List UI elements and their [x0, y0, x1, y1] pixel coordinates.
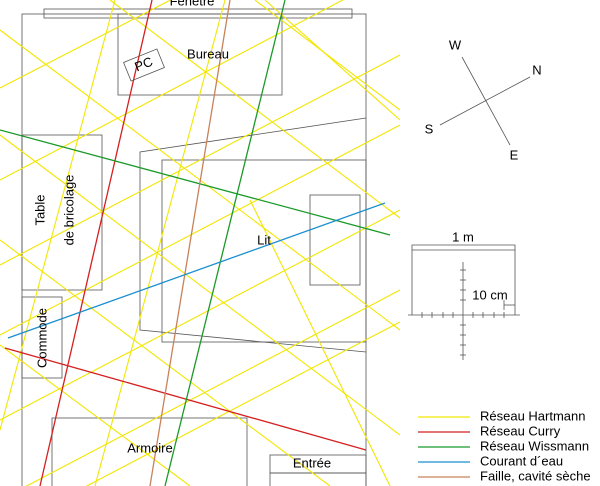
bed-label: Lit [257, 232, 271, 247]
legend-label: Réseau Hartmann [480, 408, 586, 423]
curry-line [4, 347, 367, 451]
compass [439, 56, 531, 146]
legend-label: Courant d´eau [480, 453, 563, 468]
scale-decimeter: 10 cm [472, 287, 507, 302]
scale [408, 244, 520, 360]
workbench-label: de bricolage [61, 175, 76, 246]
room-outline [21, 8, 367, 486]
hartmann-lines [0, 0, 400, 486]
desk-label: Bureau [187, 46, 229, 61]
pc-label: PC [132, 54, 154, 75]
compass-s: S [425, 121, 434, 136]
compass-e: E [510, 147, 519, 162]
workbench-label: Table [32, 194, 47, 225]
wissmann-line [0, 129, 391, 236]
legend-label: Réseau Curry [480, 423, 561, 438]
energy-lines [0, 0, 400, 486]
compass-w: W [449, 37, 462, 52]
entrance-label: Entrée [293, 455, 331, 470]
wissmann-line [164, 0, 286, 486]
window-label: Fenêtre [170, 0, 215, 8]
legend-label: Réseau Wissmann [480, 438, 589, 453]
water-line [7, 202, 386, 339]
legend-label: Faille, cavité sèche [480, 468, 591, 483]
curry-line [39, 0, 153, 486]
compass-n: N [532, 62, 541, 77]
dresser-label: Commode [34, 308, 49, 368]
fault-line [149, 0, 231, 486]
scale-meter: 1 m [452, 229, 474, 244]
wardrobe-label: Armoire [127, 440, 173, 455]
